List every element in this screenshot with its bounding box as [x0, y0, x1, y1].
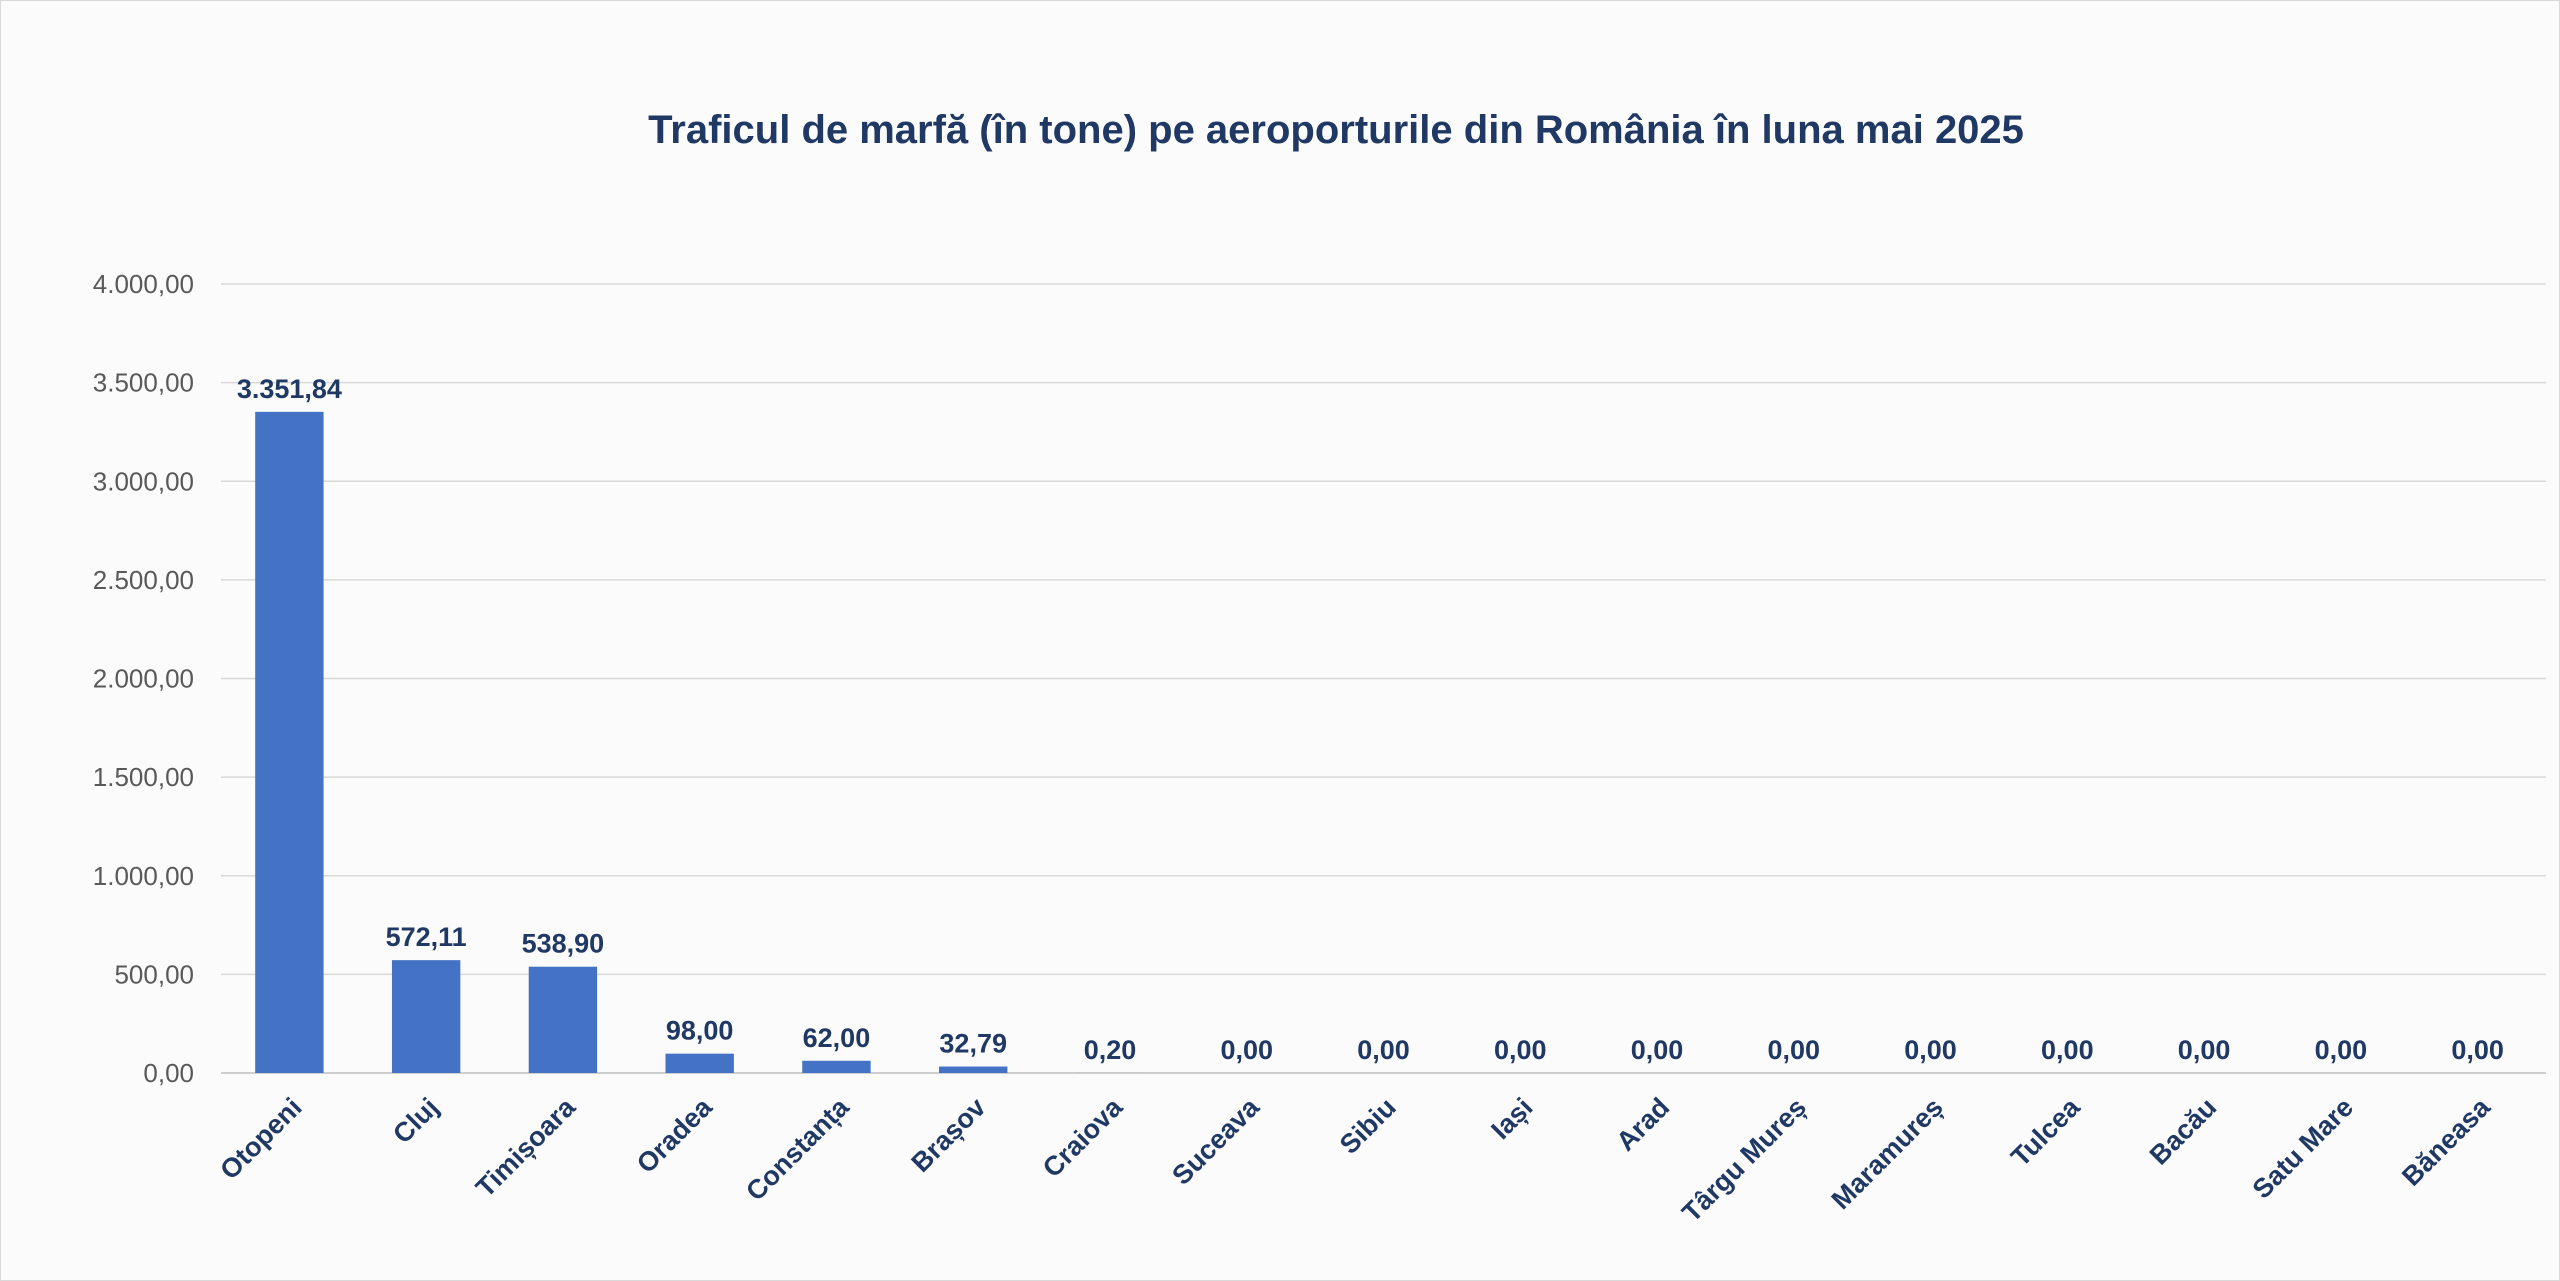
- x-tick-label: Maramureș: [1826, 1092, 1949, 1215]
- data-labels: 3.351,84 572,11 538,90 98,00 62,00 32,79 0,20 0…: [237, 374, 2504, 1065]
- x-axis-ticks: Otopeni Cluj Timișoara Oradea Constanța Brașo…: [214, 1091, 2496, 1227]
- x-tick-label: Iași: [1485, 1092, 1538, 1145]
- y-tick-label: 1.000,00: [93, 861, 194, 891]
- data-label: 0,00: [1768, 1035, 1821, 1065]
- bar-constanța: [802, 1060, 871, 1073]
- x-tick-label: Brașov: [906, 1092, 992, 1178]
- data-label: 98,00: [666, 1016, 734, 1046]
- y-tick-label: 2.500,00: [93, 565, 194, 595]
- data-label: 0,00: [1631, 1035, 1684, 1065]
- data-label: 0,00: [2451, 1035, 2504, 1065]
- data-label: 538,90: [522, 929, 605, 959]
- x-tick-label: Oradea: [631, 1091, 719, 1179]
- x-tick-label: Satu Mare: [2247, 1092, 2359, 1204]
- data-label: 32,79: [939, 1029, 1007, 1059]
- data-label: 0,00: [1220, 1035, 1273, 1065]
- y-tick-label: 500,00: [114, 959, 194, 989]
- y-tick-label: 3.000,00: [93, 466, 194, 496]
- bar-timișoara: [528, 966, 598, 1073]
- bar-brașov: [939, 1066, 1008, 1073]
- data-label: 62,00: [803, 1023, 871, 1053]
- gridlines: [221, 283, 2546, 1074]
- data-label: 0,00: [2041, 1035, 2094, 1065]
- data-label: 0,00: [1904, 1035, 1957, 1065]
- x-tick-label: Constanța: [740, 1091, 855, 1206]
- data-label: 0,00: [2315, 1035, 2368, 1065]
- data-label: 0,20: [1084, 1035, 1137, 1065]
- x-tick-label: Sibiu: [1334, 1092, 1402, 1160]
- x-tick-label: Craiova: [1037, 1091, 1129, 1183]
- data-label: 3.351,84: [237, 374, 342, 404]
- x-tick-label: Cluj: [387, 1092, 444, 1149]
- x-tick-label: Târgu Mureș: [1676, 1092, 1812, 1228]
- data-label: 0,00: [1494, 1035, 1547, 1065]
- x-tick-label: Bacău: [2144, 1092, 2223, 1171]
- bar-cluj: [391, 960, 461, 1073]
- x-tick-label: Tulcea: [2005, 1091, 2086, 1172]
- y-tick-label: 3.500,00: [93, 368, 194, 398]
- bar-otopeni: [255, 411, 324, 1073]
- chart-title: Traficul de marfă (în tone) pe aeroportu…: [648, 108, 2024, 152]
- x-tick-label: Otopeni: [214, 1092, 307, 1185]
- data-label: 0,00: [2178, 1035, 2231, 1065]
- y-tick-label: 0,00: [143, 1058, 194, 1088]
- y-tick-label: 1.500,00: [93, 762, 194, 792]
- x-tick-label: Arad: [1611, 1092, 1676, 1157]
- bars: [255, 411, 1145, 1073]
- x-tick-label: Suceava: [1166, 1091, 1265, 1190]
- x-tick-label: Timișoara: [470, 1091, 582, 1203]
- y-tick-label: 4.000,00: [93, 269, 194, 299]
- bar-oradea: [665, 1053, 734, 1073]
- x-tick-label: Băneasa: [2396, 1091, 2496, 1191]
- data-label: 572,11: [386, 922, 467, 952]
- y-axis-ticks: 0,00 500,00 1.000,00 1.500,00 2.000,00 2.500,…: [93, 269, 194, 1088]
- data-label: 0,00: [1357, 1035, 1410, 1065]
- y-tick-label: 2.000,00: [93, 664, 194, 694]
